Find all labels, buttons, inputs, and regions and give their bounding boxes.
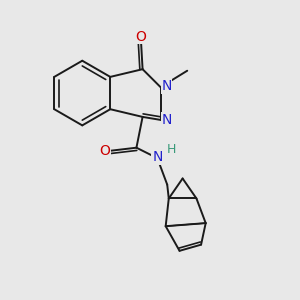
Text: N: N: [161, 113, 172, 127]
Text: N: N: [152, 150, 163, 164]
Text: N: N: [161, 79, 172, 93]
Text: O: O: [136, 30, 146, 44]
Text: H: H: [167, 143, 176, 156]
Text: O: O: [99, 144, 110, 158]
